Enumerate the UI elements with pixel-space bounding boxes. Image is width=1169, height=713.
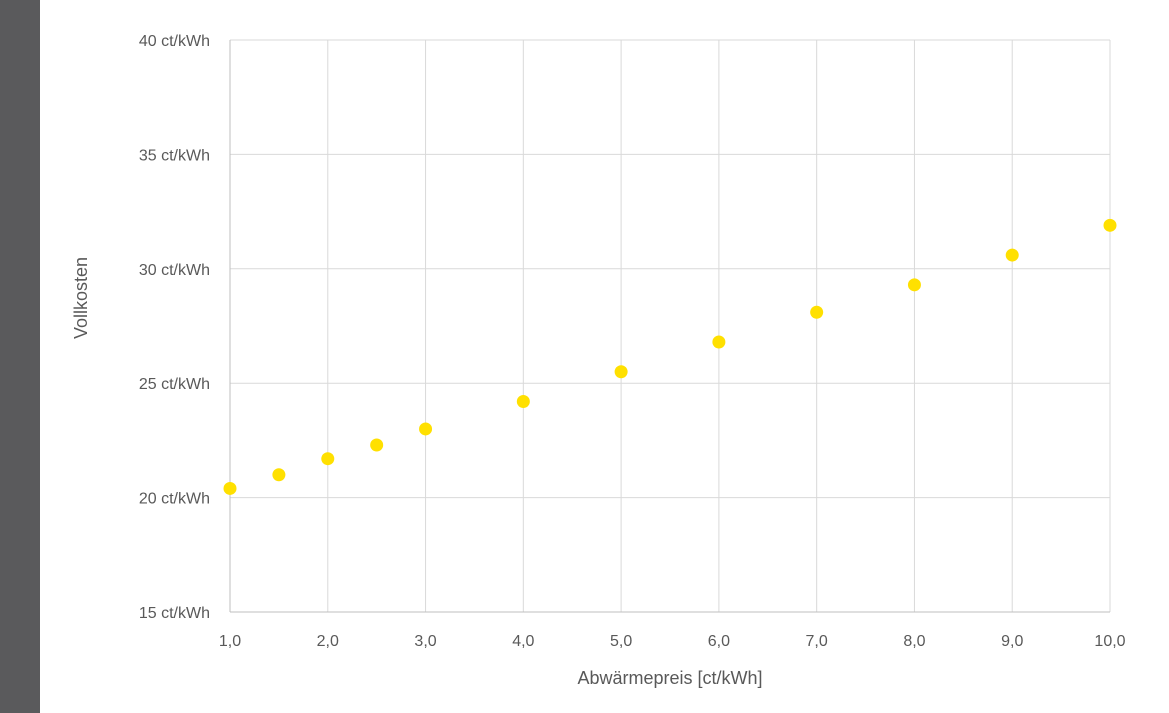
- y-axis-title: Vollkosten: [71, 257, 91, 339]
- axes: [229, 40, 1110, 613]
- x-tick-label: 3,0: [414, 633, 436, 650]
- data-point: [1103, 218, 1117, 232]
- data-point: [1005, 248, 1019, 262]
- x-tick-label: 6,0: [708, 633, 730, 650]
- y-tick-label: 35 ct/kWh: [139, 147, 210, 164]
- x-tick-labels: 1,0 2,0 3,0 4,0 5,0 6,0 7,0 8,0 9,0 10,0: [219, 633, 1126, 650]
- data-point: [810, 305, 824, 319]
- x-tick-label: 1,0: [219, 633, 241, 650]
- y-tick-label: 15 ct/kWh: [139, 605, 210, 622]
- x-tick-label: 9,0: [1001, 633, 1023, 650]
- data-point: [614, 365, 628, 379]
- data-point: [516, 395, 530, 409]
- x-axis-title: Abwärmepreis [ct/kWh]: [577, 668, 762, 688]
- x-tick-label: 2,0: [317, 633, 339, 650]
- x-tick-label: 8,0: [903, 633, 925, 650]
- data-point: [223, 481, 237, 495]
- chart-panel: [40, 0, 1169, 713]
- y-tick-label: 25 ct/kWh: [139, 376, 210, 393]
- data-points: [223, 218, 1117, 495]
- data-point: [321, 452, 335, 466]
- gridlines: [230, 39, 1111, 612]
- y-tick-label: 30 ct/kWh: [139, 262, 210, 279]
- x-tick-label: 5,0: [610, 633, 632, 650]
- y-tick-label: 20 ct/kWh: [139, 491, 210, 508]
- y-tick-label: 40 ct/kWh: [139, 33, 210, 50]
- data-point: [370, 438, 384, 452]
- data-point: [272, 468, 286, 482]
- data-point: [907, 278, 921, 292]
- x-tick-label: 10,0: [1094, 633, 1125, 650]
- x-tick-label: 7,0: [806, 633, 828, 650]
- x-tick-label: 4,0: [512, 633, 534, 650]
- data-point: [712, 335, 726, 349]
- data-point: [419, 422, 433, 436]
- y-tick-labels: 15 ct/kWh 20 ct/kWh 25 ct/kWh 30 ct/kWh 35 c…: [139, 33, 210, 622]
